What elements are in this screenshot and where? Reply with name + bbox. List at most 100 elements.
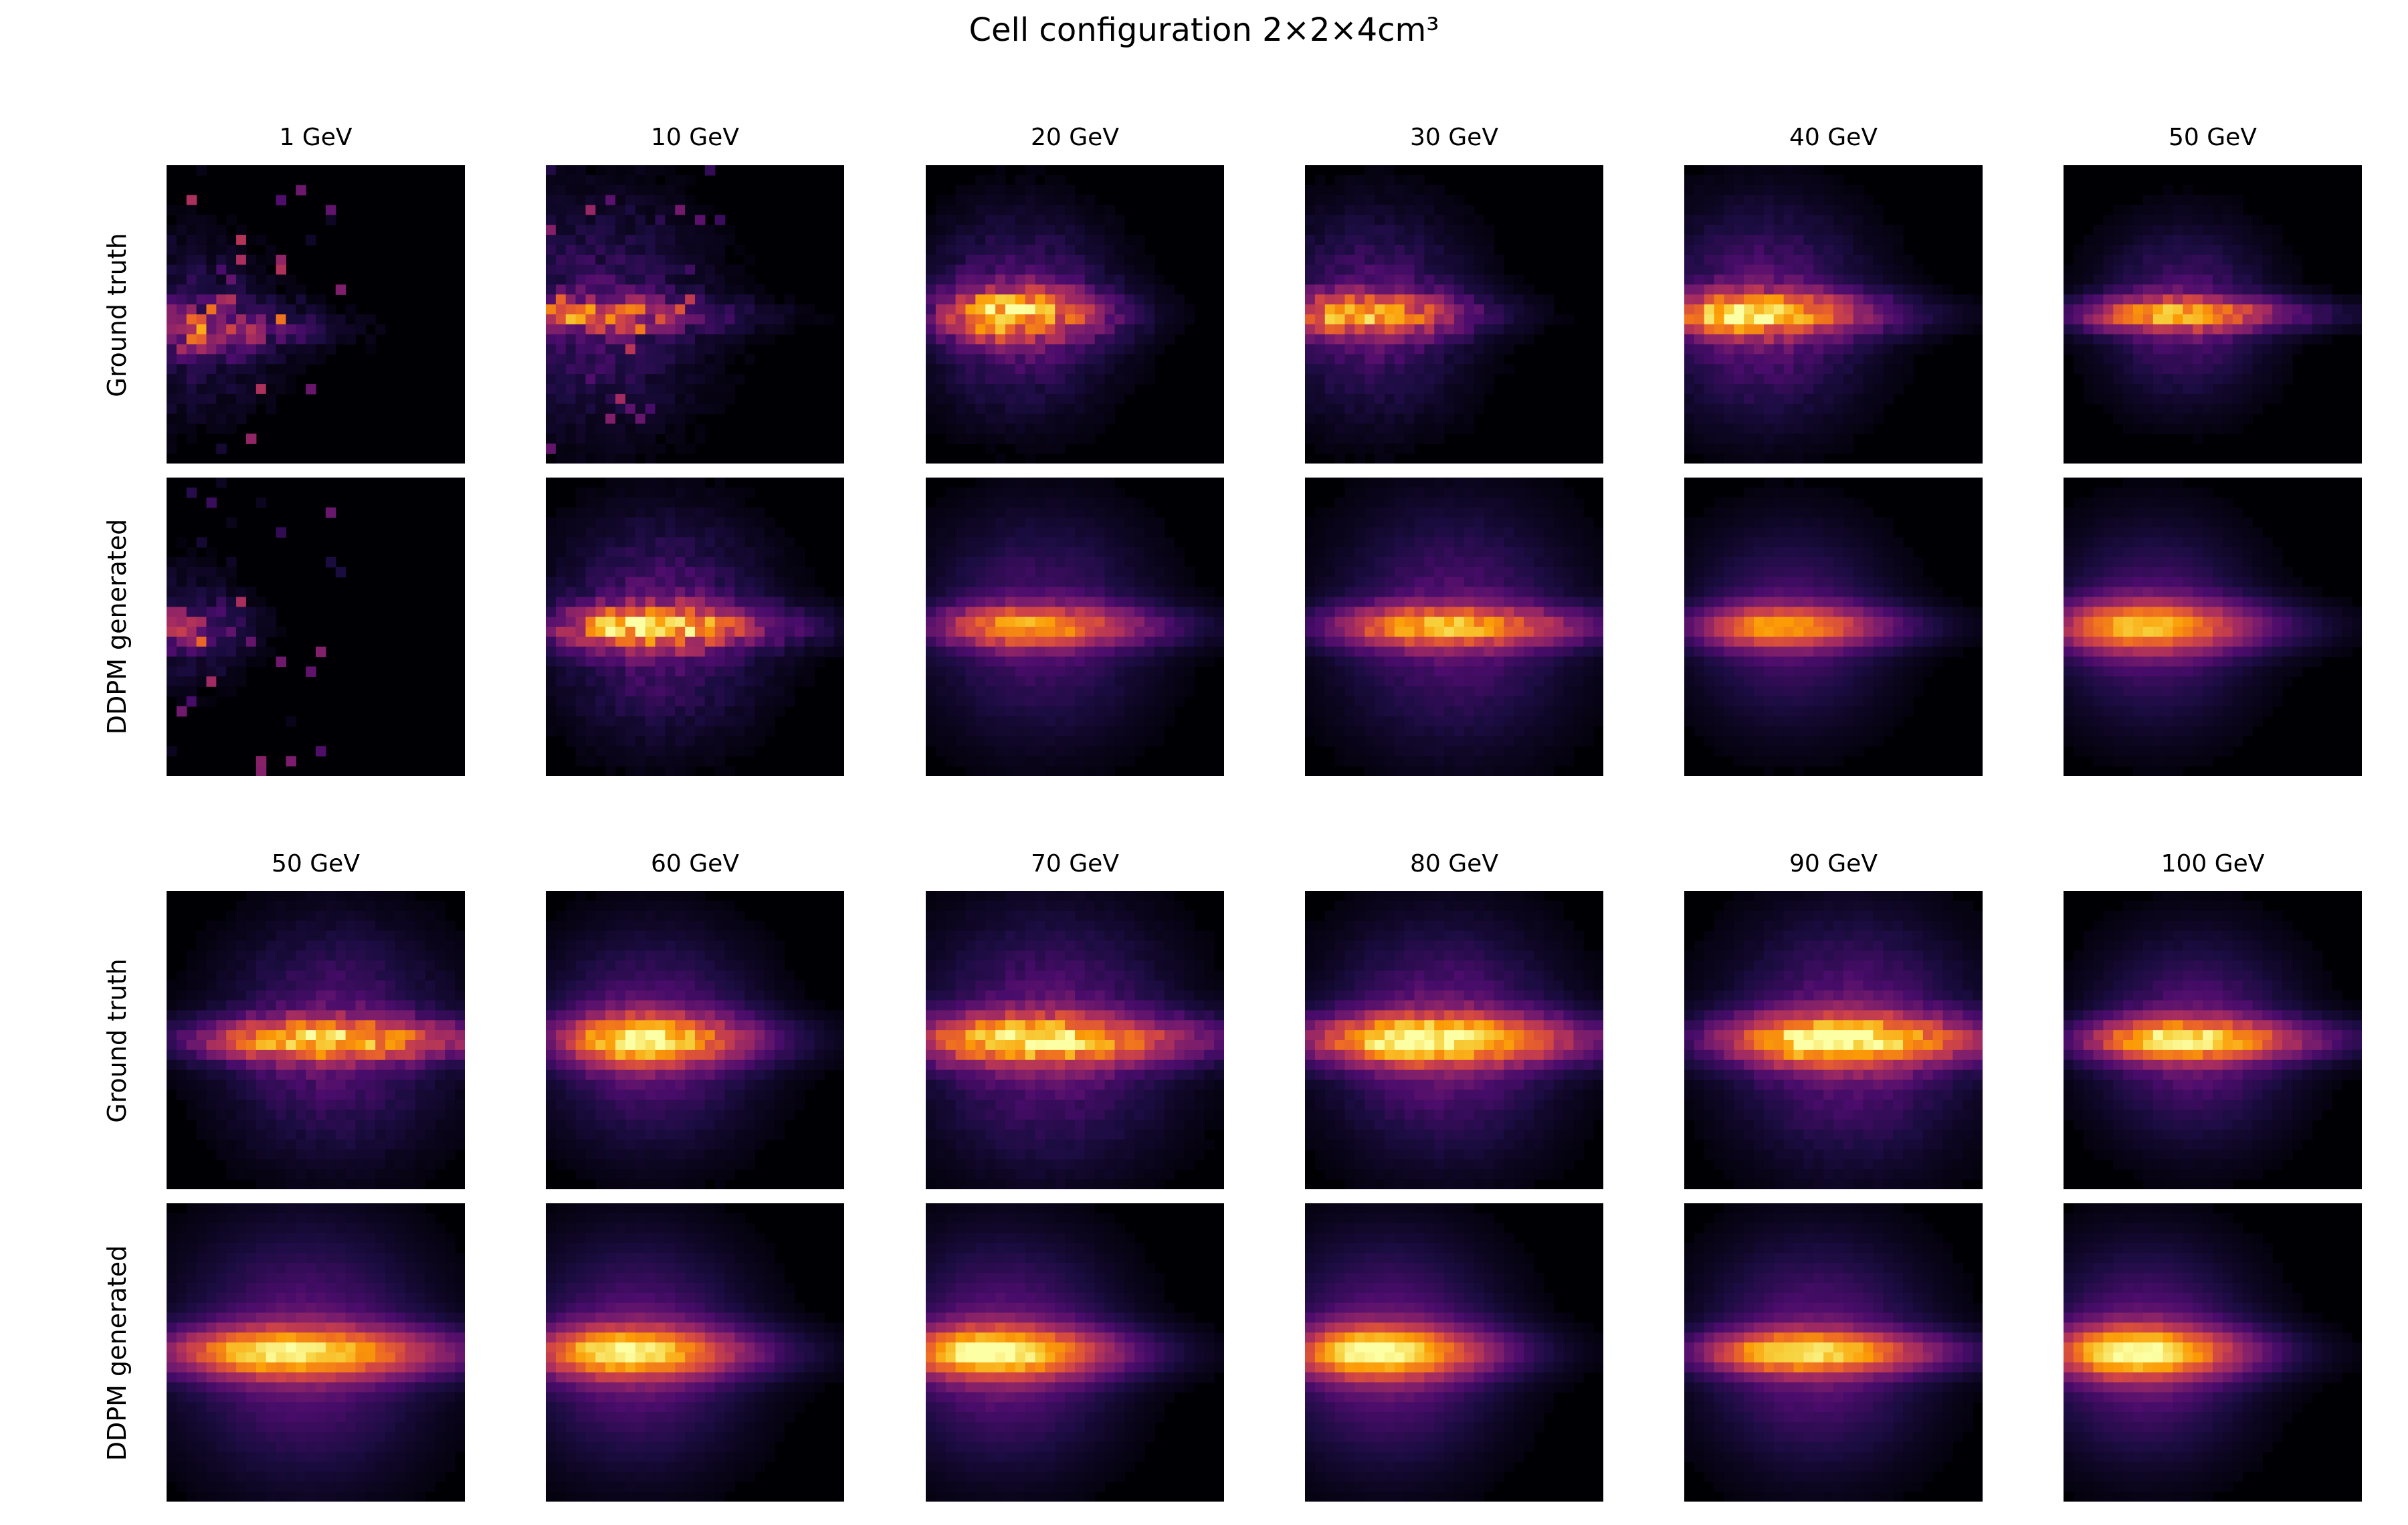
heatmap-cell	[1744, 205, 1754, 215]
heatmap-cell	[1104, 577, 1116, 588]
heatmap-cell	[245, 384, 257, 395]
heatmap-cell	[1793, 175, 1804, 186]
heatmap-cell	[176, 393, 187, 405]
heatmap-cell	[655, 244, 666, 256]
heatmap-cell	[2282, 294, 2293, 305]
heatmap-cell	[955, 556, 967, 568]
heatmap-cell	[1124, 537, 1135, 548]
heatmap-cell	[1833, 354, 1844, 365]
heatmap-cell	[2213, 235, 2223, 245]
heatmap-cell	[1404, 205, 1415, 215]
heatmap-cell	[575, 556, 587, 568]
heatmap-cell	[1375, 507, 1385, 518]
heatmap-cell	[774, 636, 785, 647]
heatmap-cell	[276, 195, 286, 206]
heatmap-cell	[675, 244, 686, 256]
heatmap-cell	[1434, 334, 1445, 345]
heatmap-cell	[2322, 284, 2332, 295]
heatmap-cell	[784, 607, 795, 617]
heatmap-cell	[2272, 244, 2283, 256]
heatmap-cell	[645, 597, 656, 607]
heatmap-cell	[655, 304, 666, 315]
heatmap-cell	[765, 537, 775, 548]
heatmap-cell	[2242, 225, 2253, 235]
heatmap-cell	[1114, 215, 1125, 225]
heatmap-cell	[1684, 374, 1695, 385]
heatmap-cell	[1704, 403, 1715, 415]
heatmap-cell	[605, 274, 616, 285]
heatmap-cell	[1134, 284, 1145, 295]
heatmap-cell	[2252, 254, 2263, 266]
heatmap-cell	[695, 244, 706, 256]
heatmap-cell	[1015, 215, 1026, 225]
heatmap-cell	[1543, 294, 1554, 305]
heatmap-cell	[1484, 294, 1495, 305]
heatmap-cell	[1843, 374, 1854, 385]
heatmap-cell	[186, 556, 197, 568]
heatmap-cell	[985, 766, 996, 776]
heatmap-cell	[565, 205, 577, 215]
heatmap-cell	[1384, 393, 1395, 405]
heatmap-cell	[1394, 478, 1405, 488]
heatmap-cell	[765, 636, 775, 647]
heatmap-cell	[1334, 294, 1346, 305]
heatmap-cell	[1035, 185, 1045, 196]
heatmap-cell	[1434, 423, 1445, 434]
heatmap-cell	[1763, 284, 1775, 295]
heatmap-cell	[176, 334, 187, 345]
heatmap-cell	[744, 636, 755, 647]
heatmap-cell	[704, 284, 716, 295]
heatmap-cell	[1922, 284, 1934, 295]
heatmap-cell	[765, 646, 775, 657]
heatmap-cell	[1324, 215, 1336, 225]
heatmap-cell	[945, 364, 957, 375]
heatmap-cell	[1414, 537, 1425, 548]
heatmap-cell	[955, 507, 967, 518]
heatmap-cell	[985, 487, 996, 498]
heatmap-cell	[926, 636, 936, 647]
heatmap-cell	[1365, 195, 1375, 206]
heatmap-cell	[1045, 284, 1056, 295]
heatmap-cell	[2213, 254, 2223, 266]
heatmap-cell	[1174, 567, 1185, 578]
heatmap-cell	[665, 517, 676, 528]
heatmap-cell	[744, 507, 755, 518]
heatmap-cell	[1005, 393, 1016, 405]
heatmap-cell	[1334, 284, 1346, 295]
heatmap-cell	[794, 676, 805, 687]
heatmap-cell	[1973, 324, 1983, 335]
heatmap-cell	[1094, 567, 1106, 578]
heatmap-cell	[276, 354, 286, 365]
heatmap-cell	[1893, 284, 1904, 295]
heatmap-cell	[1744, 294, 1754, 305]
heatmap-cell	[2292, 264, 2303, 276]
heatmap-cell	[1903, 254, 1914, 266]
heatmap-cell	[1324, 195, 1336, 206]
heatmap-cell	[1464, 304, 1475, 315]
heatmap-cell	[975, 324, 986, 335]
heatmap-cell	[2064, 264, 2074, 276]
heatmap-cell	[2183, 324, 2193, 335]
heatmap-cell	[625, 497, 636, 508]
heatmap-cell	[1075, 364, 1086, 375]
heatmap-cell	[1174, 547, 1185, 558]
heatmap-cell	[1124, 254, 1135, 266]
heatmap-cell	[784, 686, 795, 697]
heatmap-cell	[635, 537, 646, 548]
heatmap-cell	[167, 443, 177, 454]
heatmap-cell	[1324, 403, 1336, 415]
heatmap-cell	[1075, 497, 1086, 508]
heatmap-cell	[1414, 497, 1425, 508]
heatmap-cell	[926, 686, 936, 697]
heatmap-cell	[1015, 556, 1026, 568]
heatmap-cell	[734, 676, 745, 687]
heatmap-cell	[975, 726, 986, 737]
heatmap-cell	[1384, 294, 1395, 305]
heatmap-cell	[266, 294, 277, 305]
heatmap-cell	[2183, 244, 2193, 256]
heatmap-cell	[1354, 264, 1365, 276]
heatmap-cell	[2193, 344, 2203, 355]
heatmap-cell	[975, 686, 986, 697]
heatmap-cell	[565, 175, 577, 186]
heatmap-cell	[2222, 393, 2233, 405]
